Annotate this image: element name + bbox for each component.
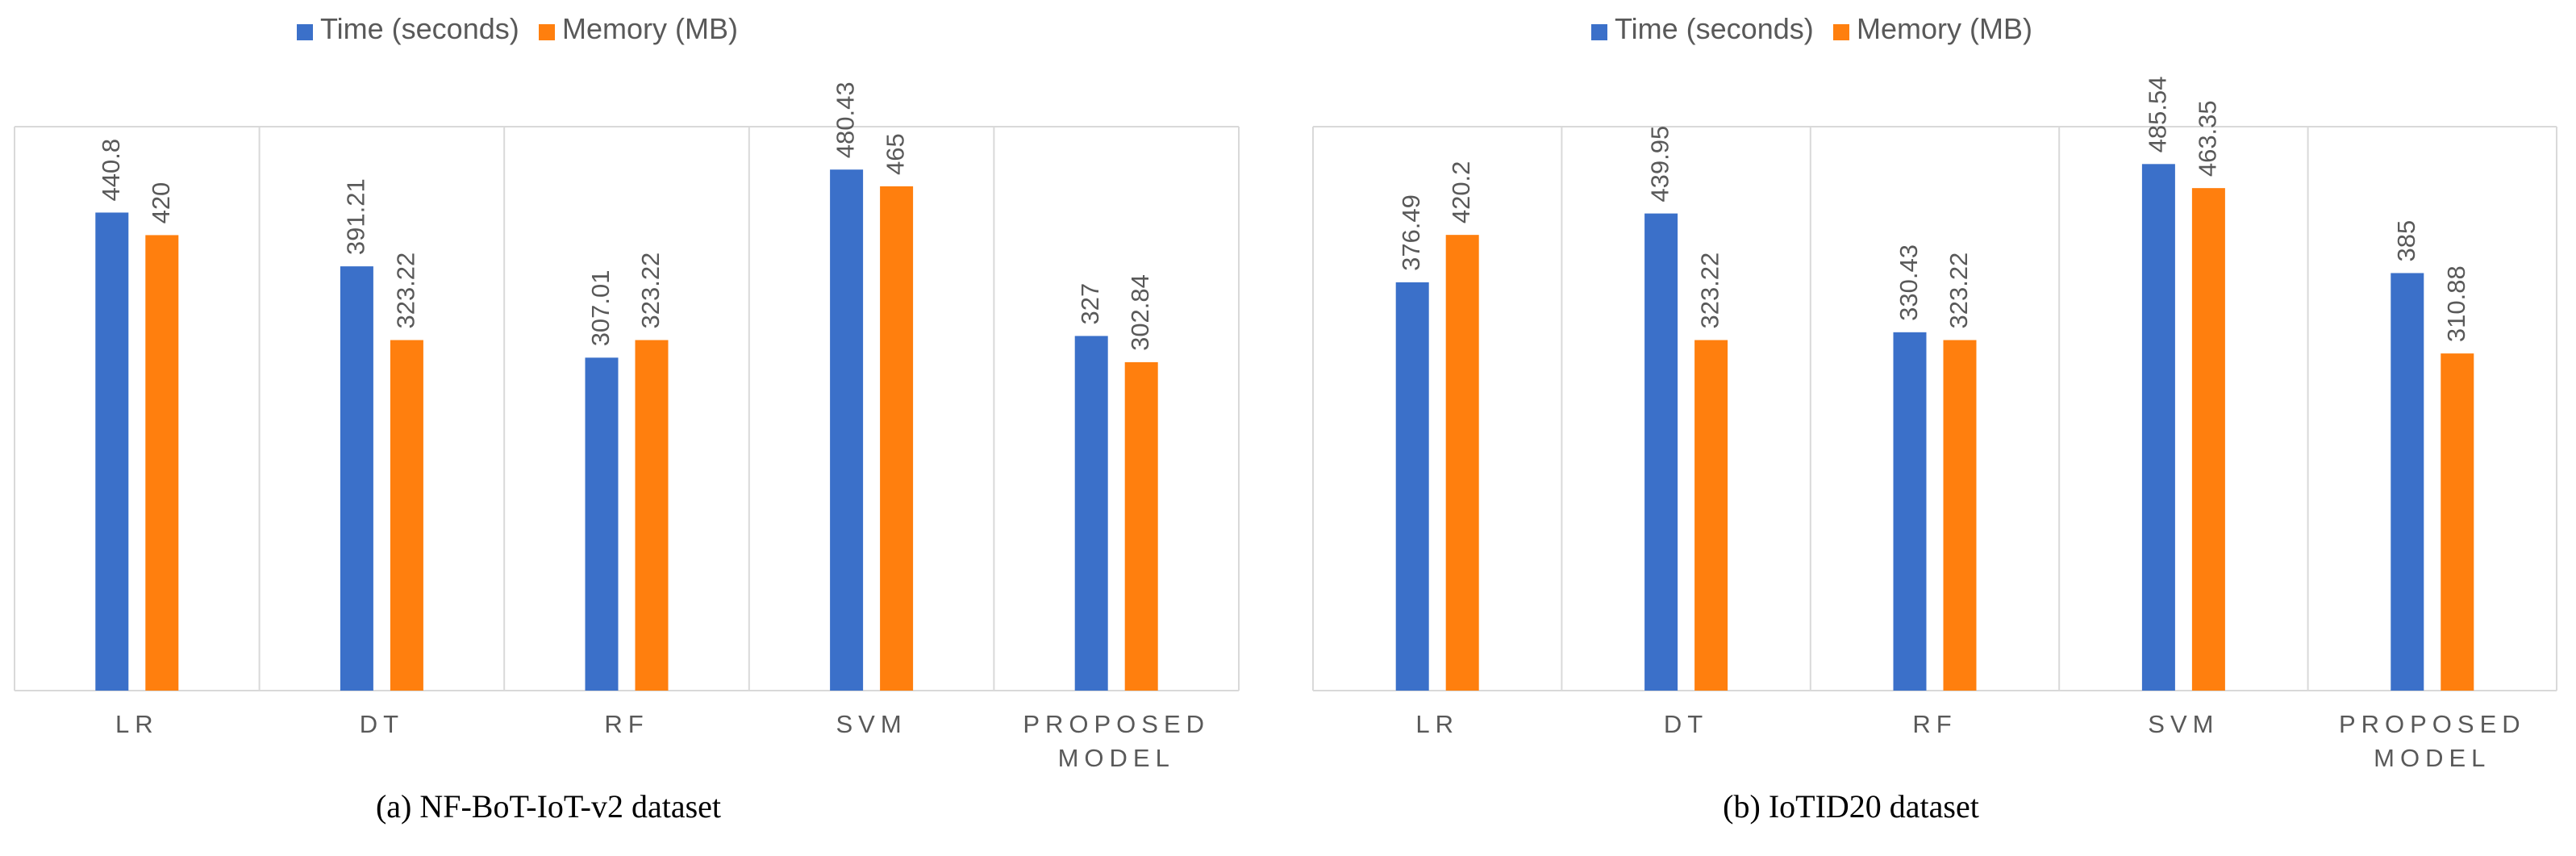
data-label: 323.22	[1945, 253, 1973, 329]
x-tick-label: PROPOSED	[2339, 710, 2526, 738]
legend-swatch-time	[1591, 24, 1607, 40]
bar-time-svm	[2141, 164, 2175, 691]
bar-time-rf	[1893, 332, 1927, 691]
data-label: 385	[2392, 220, 2420, 262]
bar-memory-lr	[145, 235, 179, 691]
data-label: 327	[1076, 283, 1104, 325]
x-tick-label: PROPOSED	[1023, 710, 1210, 738]
bar-memory-proposed-model	[1124, 361, 1158, 691]
legend-label-time: Time (seconds)	[320, 12, 519, 45]
bar-memory-rf	[1943, 340, 1977, 691]
bar-memory-proposed-model	[2441, 353, 2474, 691]
x-tick-label: LR	[115, 710, 159, 738]
bar-memory-svm	[2191, 188, 2225, 691]
data-label: 323.22	[636, 253, 665, 329]
bar-time-svm	[830, 169, 864, 691]
chart-panel-b: 376.49 439.95 330.43 485.54 385 420.2 323.22 32…	[1312, 12, 2557, 825]
bar-time-lr	[95, 212, 129, 691]
data-label: 420.2	[1447, 161, 1475, 224]
chart-panel-a: 440.8 391.21 307.01 480.43 327 420 323.22 323.2…	[14, 12, 1240, 825]
bar-memory-lr	[1445, 235, 1479, 691]
x-tick-label: MODEL	[1058, 744, 1175, 772]
chart-caption: (b) IoTID20 dataset	[1723, 788, 1979, 825]
data-label: 485.54	[2143, 76, 2171, 152]
x-tick-label: DT	[360, 710, 404, 738]
data-label: 330.43	[1894, 244, 1923, 321]
bar-time-rf	[585, 357, 619, 691]
bar-memory-dt	[390, 340, 423, 691]
data-label: 480.43	[832, 81, 860, 158]
data-label: 323.22	[391, 253, 419, 329]
bar-time-proposed-model	[1074, 336, 1108, 691]
x-tick-label: DT	[1664, 710, 1708, 738]
bar-memory-svm	[880, 186, 914, 691]
legend-label-time: Time (seconds)	[1615, 12, 1814, 45]
data-label: 391.21	[341, 178, 369, 255]
x-tick-label: RF	[604, 710, 648, 738]
legend-swatch-memory	[539, 24, 555, 40]
bar-memory-dt	[1694, 340, 1728, 691]
x-tick-label: RF	[1912, 710, 1957, 738]
bar-memory-rf	[635, 340, 669, 691]
x-tick-label: SVM	[2148, 710, 2219, 738]
data-label: 463.35	[2193, 100, 2221, 177]
data-label: 439.95	[1646, 126, 1674, 203]
legend-label-memory: Memory (MB)	[562, 12, 738, 45]
data-label: 440.8	[97, 139, 125, 202]
x-tick-label: MODEL	[2374, 744, 2491, 772]
legend-swatch-memory	[1833, 24, 1849, 40]
data-label: 302.84	[1126, 274, 1154, 351]
data-label: 376.49	[1397, 194, 1425, 271]
bar-time-dt	[1644, 213, 1678, 691]
x-tick-label: SVM	[836, 710, 907, 738]
bar-time-dt	[340, 266, 373, 691]
data-label: 307.01	[586, 269, 615, 346]
x-tick-label: LR	[1415, 710, 1459, 738]
bar-time-lr	[1395, 282, 1429, 691]
data-label: 465	[882, 133, 910, 175]
bar-time-proposed-model	[2391, 273, 2424, 691]
data-label: 323.22	[1696, 253, 1724, 329]
chart-caption: (a) NF-BoT-IoT-v2 dataset	[376, 788, 721, 825]
data-label: 310.88	[2442, 265, 2470, 342]
legend-swatch-time	[297, 24, 313, 40]
legend-label-memory: Memory (MB)	[1857, 12, 2032, 45]
data-label: 420	[147, 182, 175, 224]
